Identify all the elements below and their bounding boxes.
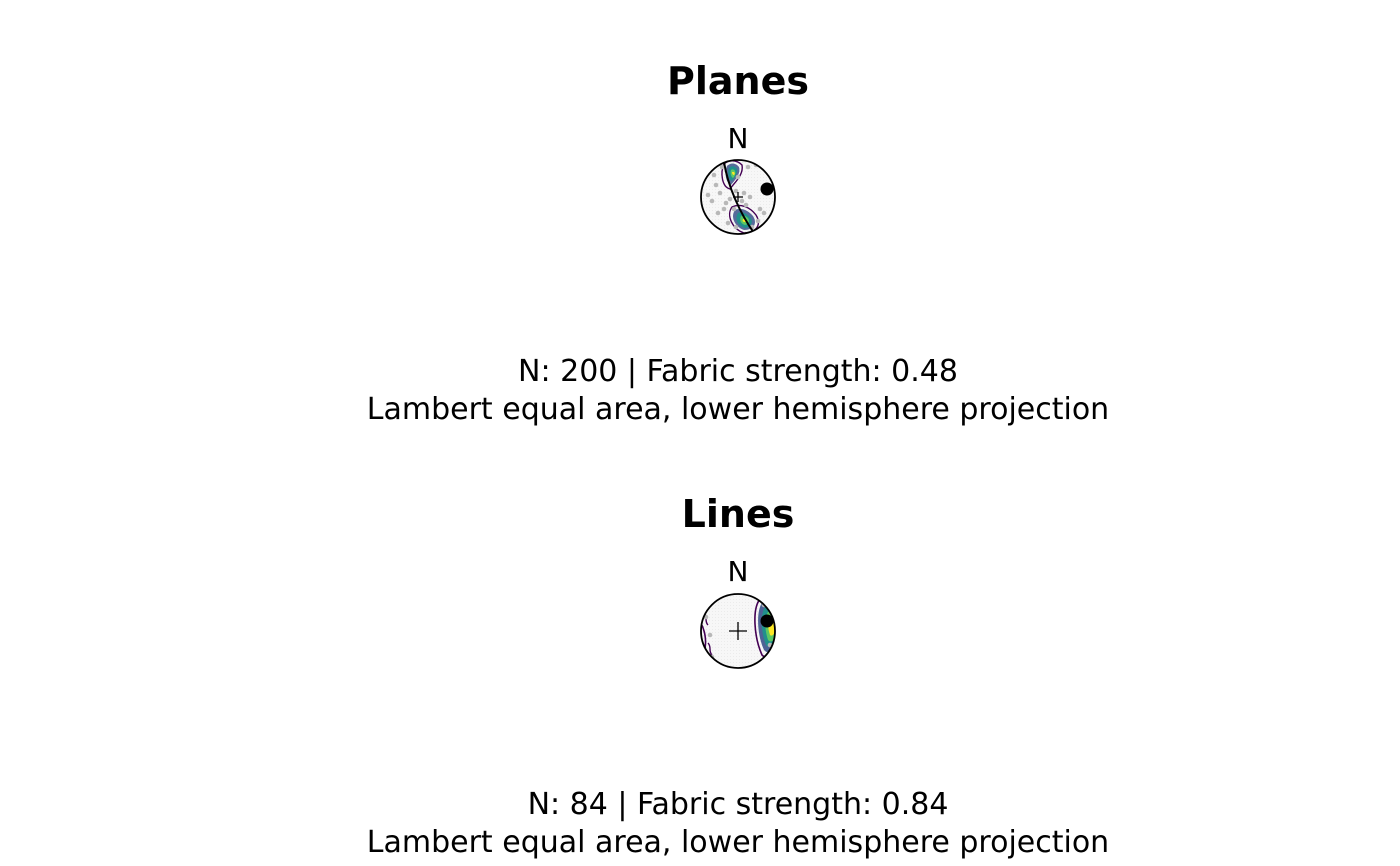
data-point — [741, 190, 747, 196]
data-point — [709, 198, 715, 204]
mean-great-circle — [723, 161, 755, 234]
data-point — [725, 220, 731, 226]
data-point — [715, 210, 721, 216]
density-contours — [705, 160, 767, 234]
mean-point — [760, 182, 774, 196]
data-point — [755, 218, 761, 224]
stats-label: N: 84 | Fabric strength: 0.84 — [527, 787, 949, 822]
north-label: N — [727, 122, 749, 155]
data-point — [719, 164, 725, 170]
data-point — [723, 200, 729, 206]
data-point — [731, 206, 737, 212]
projection-label: Lambert equal area, lower hemisphere pro… — [366, 825, 1110, 860]
data-point — [721, 206, 727, 212]
data-point — [733, 188, 739, 194]
contour-level — [692, 635, 699, 650]
primitive-circle — [700, 159, 776, 235]
chart-title: Planes — [667, 59, 809, 103]
data-point — [747, 194, 753, 200]
stereonet-plot — [700, 593, 776, 669]
data-point — [707, 632, 713, 638]
data-point — [727, 196, 733, 202]
data-point — [711, 172, 717, 178]
mean-point — [760, 614, 774, 628]
chart-title: Lines — [681, 492, 795, 536]
stereonet-plot — [700, 159, 776, 235]
projection-label: Lambert equal area, lower hemisphere pro… — [366, 392, 1110, 427]
contour-level — [732, 172, 735, 175]
data-point — [735, 174, 741, 180]
data-point — [745, 164, 751, 170]
data-point — [733, 224, 739, 230]
north-label: N — [727, 555, 749, 588]
data-point — [705, 192, 711, 198]
data-point — [713, 182, 719, 188]
data-point — [743, 202, 749, 208]
center-cross — [729, 622, 747, 640]
primitive-circle — [700, 593, 776, 669]
stats-label: N: 200 | Fabric strength: 0.48 — [518, 354, 958, 389]
center-cross — [733, 192, 743, 202]
data-point — [717, 190, 723, 196]
data-point — [761, 210, 767, 216]
data-point — [701, 656, 705, 662]
data-point — [757, 206, 763, 212]
data-point — [739, 198, 745, 204]
